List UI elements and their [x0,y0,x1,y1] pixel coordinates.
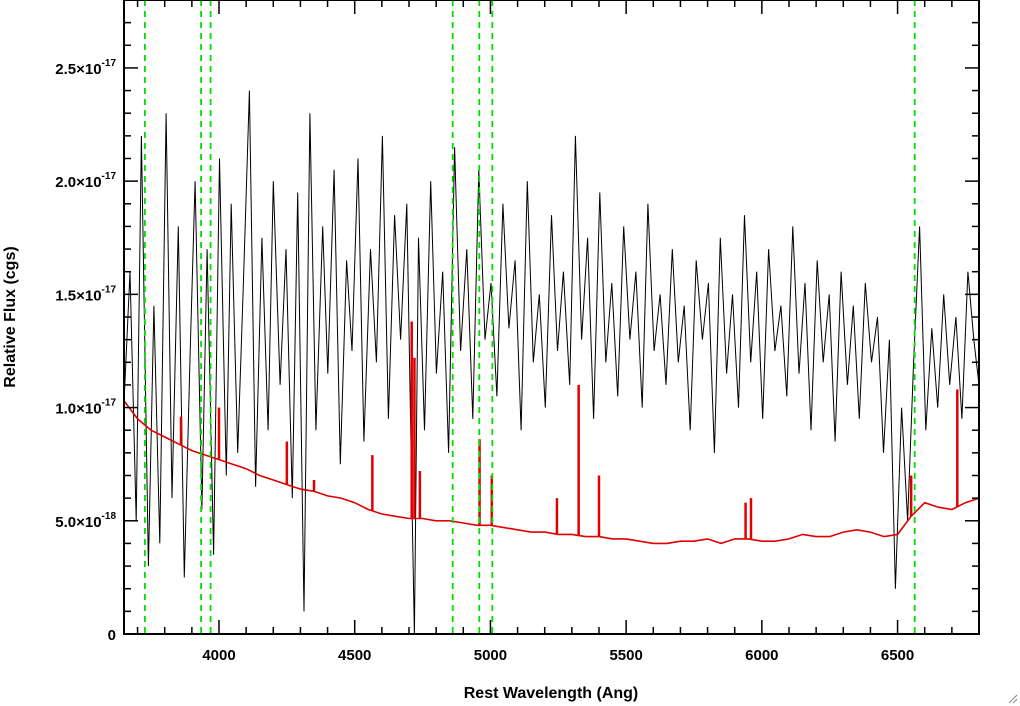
spectrum-series-line [124,90,979,634]
axis-labels: 4000 4500 5000 5500 6000 6500 0 5.0×10-18 1.0×10… [55,58,914,664]
x-tick-label: 4500 [338,647,371,664]
y-tick-label: 2.0×10-17 [55,171,116,191]
plot-frame [123,0,980,635]
x-tick-label: 4000 [202,647,235,664]
y-tick-label: 1.0×10-17 [55,398,116,418]
plot-area [124,0,979,634]
x-tick-label: 5000 [474,647,507,664]
y-tick-label: 1.5×10-17 [55,284,116,304]
spectrum-series-line [124,400,979,545]
resize-grip-icon[interactable] [1006,692,1018,704]
x-tick-label: 6000 [745,647,778,664]
x-axis-title: Rest Wavelength (Ang) [464,685,639,702]
axes [123,0,980,635]
y-axis-title: Relative Flux (cgs) [2,246,19,387]
y-tick-label: 0 [108,627,116,644]
x-tick-label: 6500 [881,647,914,664]
y-tick-label: 2.5×10-17 [55,58,116,78]
x-tick-label: 5500 [609,647,642,664]
y-tick-label: 5.0×10-18 [55,511,116,531]
